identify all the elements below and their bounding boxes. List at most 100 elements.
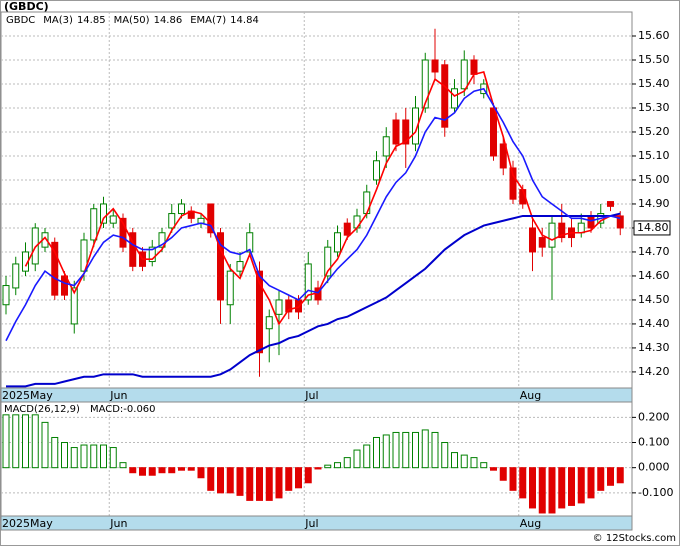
macd-bar	[70, 447, 78, 469]
macd-bar	[538, 467, 546, 514]
candle-body	[343, 222, 351, 236]
y-tick-label: 14.50	[638, 293, 670, 306]
macd-bar	[197, 467, 205, 479]
macd-bar	[275, 467, 283, 499]
macd-bar	[373, 436, 380, 469]
candle-body	[382, 136, 390, 157]
macd-bar	[441, 442, 449, 469]
macd-bar	[558, 467, 566, 509]
macd-bar	[265, 467, 273, 501]
candle-body	[168, 213, 176, 229]
macd-bar	[80, 444, 88, 469]
legend-name: EMA(7)	[190, 15, 226, 26]
candle-body	[119, 217, 127, 248]
y-tick-label: 0.000	[638, 461, 670, 474]
candle-body	[226, 270, 234, 306]
macd-bar	[12, 414, 20, 469]
x-tick-label: Jul	[304, 517, 318, 530]
candle-body	[256, 270, 263, 354]
candle-body	[460, 59, 468, 90]
candle-body	[246, 232, 254, 253]
y-tick-label: 14.60	[638, 269, 670, 282]
y-tick-label: 15.50	[638, 53, 670, 66]
candle-body	[90, 208, 98, 241]
candle-body	[373, 160, 380, 181]
macd-bar	[90, 444, 98, 469]
candle-body	[441, 64, 449, 128]
macd-bar	[148, 467, 156, 476]
macd-bar	[168, 467, 176, 474]
candle-body	[529, 227, 536, 253]
candle-body	[236, 261, 244, 272]
macd-bar	[51, 436, 59, 469]
date-band	[0, 515, 633, 531]
macd-bar	[607, 467, 614, 486]
candle-body	[392, 119, 400, 145]
y-tick-label: 0.200	[638, 410, 670, 423]
macd-bar	[61, 442, 68, 469]
x-tick-label: Jun	[109, 389, 127, 402]
candle-body	[12, 263, 20, 289]
macd-bar	[178, 467, 185, 471]
macd-bar	[470, 457, 478, 469]
candle-body	[109, 215, 117, 224]
candle-body	[2, 285, 10, 306]
macd-bar	[529, 467, 536, 509]
candle-body	[334, 232, 341, 253]
y-tick-label: 15.00	[638, 173, 670, 186]
macd-bar	[587, 467, 595, 499]
macd-bar	[353, 449, 361, 469]
macd-bar	[616, 467, 624, 484]
candle-body	[178, 203, 185, 215]
candle-body	[148, 246, 156, 263]
macd-bar	[402, 431, 410, 469]
macd-bar	[421, 429, 429, 469]
x-tick-label: 2025May	[2, 389, 53, 402]
last-price-box	[633, 220, 671, 236]
macd-bar	[207, 467, 215, 491]
y-tick-label: 14.40	[638, 317, 670, 330]
macd-bar	[314, 467, 322, 470]
macd-title: MACD(26,12,9)	[4, 404, 80, 415]
macd-bar	[548, 467, 556, 514]
y-tick-label: 14.90	[638, 197, 670, 210]
candle-body	[421, 59, 429, 109]
candle-body	[207, 203, 215, 234]
plot-area	[0, 11, 633, 389]
ma-line	[5, 87, 621, 342]
macd-bar	[295, 467, 302, 489]
macd-bar	[509, 467, 517, 491]
candle-body	[129, 232, 137, 267]
candle-body	[577, 222, 585, 234]
macd-bar	[2, 414, 10, 469]
macd-bar	[158, 467, 166, 474]
macd-bar	[324, 464, 332, 469]
macd-bar	[412, 431, 419, 469]
macd-bar	[460, 454, 468, 469]
macd-bar	[226, 467, 234, 494]
y-tick-label: 14.20	[638, 365, 670, 378]
macd-bar	[431, 431, 439, 469]
macd-bar	[597, 467, 605, 491]
macd-bar	[334, 462, 341, 469]
candle-body	[304, 263, 312, 301]
macd-bar	[187, 467, 195, 471]
candle-body	[548, 222, 556, 248]
macd-bar	[285, 467, 293, 491]
macd-bar	[490, 467, 497, 471]
macd-bar	[519, 467, 527, 499]
footer: © 12Stocks.com	[593, 533, 676, 544]
candle-body	[587, 215, 595, 229]
x-tick-label: Aug	[520, 517, 541, 530]
y-tick-label: -0.100	[638, 486, 673, 499]
candle-body	[100, 203, 107, 224]
macd-bar	[246, 467, 254, 501]
macd-bar	[129, 467, 137, 474]
ma-line	[24, 71, 621, 326]
macd-bar	[109, 447, 117, 469]
legend-value: 14.86	[154, 15, 183, 26]
candle-body	[402, 119, 410, 145]
candle-body	[217, 232, 224, 301]
legend-name: MA(50)	[114, 15, 150, 26]
